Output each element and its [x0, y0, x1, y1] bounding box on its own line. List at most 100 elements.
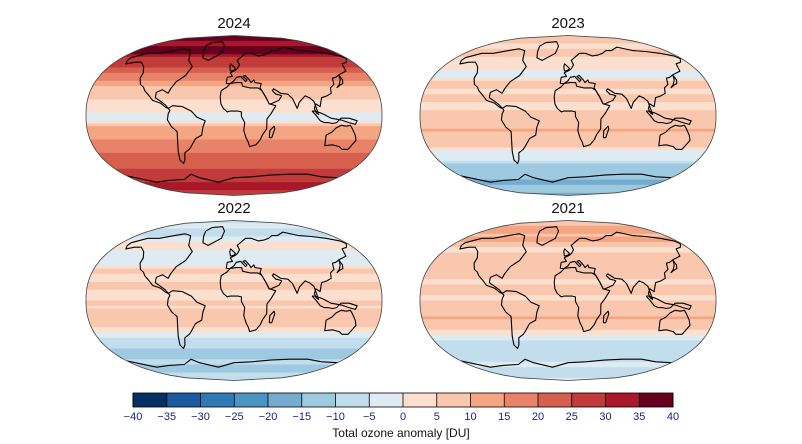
coastline [166, 290, 206, 350]
coastline [311, 295, 358, 310]
anomaly-band [420, 369, 716, 374]
anomaly-band [420, 126, 716, 130]
colorbar-segment [200, 393, 235, 407]
anomaly-band [86, 187, 382, 191]
colorbar-segment [166, 393, 201, 407]
anomaly-band [420, 308, 716, 312]
anomaly-band [86, 107, 382, 111]
anomaly-band [420, 244, 716, 248]
anomaly-band [420, 276, 716, 280]
colorbar-segment [234, 393, 269, 407]
anomaly-band [86, 160, 382, 165]
anomaly-band [420, 233, 716, 238]
anomaly-band [86, 289, 382, 294]
coastline [559, 46, 682, 116]
colorbar-tick-label: 35 [633, 411, 645, 423]
map-panel-2022 [85, 220, 383, 381]
anomaly-band [86, 48, 382, 53]
colorbar-segment [571, 393, 606, 407]
colorbar-label: Total ozone anomaly [DU] [332, 426, 470, 440]
coastline [658, 124, 691, 150]
coastline [602, 125, 610, 139]
anomaly-band [420, 300, 716, 304]
anomaly-band [420, 168, 716, 173]
anomaly-band [86, 281, 382, 286]
anomaly-band [420, 252, 716, 256]
coastline [126, 173, 338, 183]
coastline [645, 110, 692, 125]
anomaly-band [86, 70, 382, 74]
anomaly-band [420, 239, 716, 243]
anomaly-band [420, 67, 716, 71]
anomaly-band [420, 176, 716, 181]
anomaly-band [420, 343, 716, 347]
coastline [500, 105, 540, 165]
anomaly-band [86, 102, 382, 106]
anomaly-band [420, 319, 716, 323]
anomaly-band [420, 223, 716, 227]
coastline [225, 46, 348, 116]
panel-title: 2024 [217, 15, 251, 32]
anomaly-band [86, 372, 382, 376]
coastline [460, 358, 672, 368]
anomaly-band [420, 273, 716, 278]
anomaly-band [86, 276, 382, 280]
coastline [645, 295, 692, 310]
anomaly-band [86, 369, 382, 374]
anomaly-band [420, 353, 716, 358]
anomaly-band [420, 321, 716, 326]
anomaly-band [86, 367, 382, 371]
coastline [563, 248, 570, 257]
anomaly-band [86, 359, 382, 363]
coastline [125, 233, 193, 294]
anomaly-band [420, 292, 716, 296]
coastline [229, 63, 236, 72]
anomaly-band [86, 104, 382, 109]
anomaly-band [420, 332, 716, 336]
anomaly-band [86, 136, 382, 141]
anomaly-band [420, 144, 716, 149]
coastline [268, 125, 276, 139]
colorbar-segment [639, 393, 674, 407]
colorbar-segment [268, 393, 303, 407]
anomaly-band [86, 233, 382, 238]
anomaly-band [86, 284, 382, 288]
colorbar-segment [605, 393, 640, 407]
anomaly-field [420, 220, 716, 381]
anomaly-band [420, 345, 716, 350]
anomaly-band [420, 367, 716, 371]
colorbar-segment [335, 393, 370, 407]
anomaly-band [86, 144, 382, 149]
anomaly-band [86, 377, 382, 381]
anomaly-band [86, 287, 382, 291]
anomaly-band [420, 110, 716, 114]
anomaly-band [420, 171, 716, 175]
anomaly-band [86, 361, 382, 366]
colorbar-tick-label: 5 [434, 411, 440, 423]
coastline [559, 231, 682, 301]
coastline [563, 63, 570, 72]
anomaly-band [86, 190, 382, 194]
anomaly-band [86, 252, 382, 256]
anomaly-band [420, 220, 716, 224]
anomaly-band [420, 99, 716, 103]
anomaly-band [86, 163, 382, 167]
anomaly-band [86, 128, 382, 133]
anomaly-band [86, 345, 382, 350]
anomaly-band [420, 142, 716, 146]
colorbar-tick-label: −10 [326, 411, 345, 423]
anomaly-band [420, 316, 716, 320]
anomaly-band [420, 182, 716, 186]
anomaly-band [86, 110, 382, 114]
anomaly-band [86, 147, 382, 151]
colorbar-tick-label: −30 [191, 411, 210, 423]
anomaly-band [86, 56, 382, 61]
anomaly-band [86, 123, 382, 127]
colorbar-tick-label: 10 [464, 411, 476, 423]
coastline [602, 310, 610, 324]
anomaly-band [420, 364, 716, 368]
anomaly-band [86, 59, 382, 63]
anomaly-band [420, 152, 716, 157]
anomaly-band [86, 192, 382, 196]
coastline [500, 290, 540, 350]
